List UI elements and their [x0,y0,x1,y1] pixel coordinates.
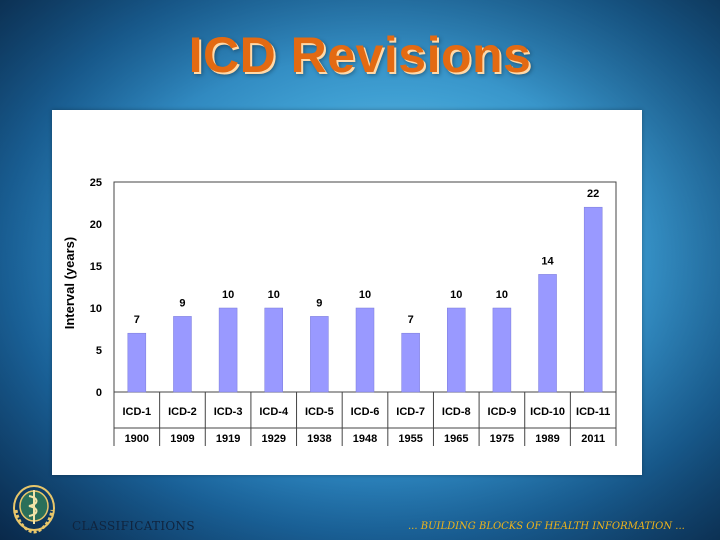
bar [310,316,329,393]
y-axis-label: Interval (years) [62,237,77,330]
year-label: 1919 [216,433,240,445]
y-tick-label: 5 [96,345,102,357]
x-tick-label: ICD-9 [488,406,517,418]
x-tick-label: ICD-7 [396,406,425,418]
year-label: 2011 [581,433,605,445]
bar [401,332,420,393]
bar [127,332,147,393]
footer-classifications: CLASSIFICATIONS [72,519,195,533]
data-label: 9 [316,297,322,309]
footer-tagline: ... BUILDING BLOCKS OF HEALTH INFORMATIO… [408,521,685,532]
data-label: 7 [134,314,140,326]
data-label: 10 [268,289,280,301]
data-label: 14 [541,255,554,267]
y-tick-label: 25 [90,177,102,189]
x-tick-label: ICD-2 [168,406,197,418]
x-tick-label: ICD-8 [442,406,471,418]
who-emblem-icon [13,485,55,534]
bar-chart: 0 5 10 15 20 25 Interval (years) 7 ICD-1 1900 9 ICD… [62,177,617,446]
x-tick-label: ICD-1 [122,406,151,418]
year-label: 1989 [535,433,559,445]
year-label: 1900 [125,433,149,445]
year-label: 1909 [170,433,194,445]
x-tick-label: ICD-6 [351,406,380,418]
data-label: 7 [408,314,414,326]
bar [538,274,557,393]
data-label: 10 [496,289,508,301]
year-label: 1975 [490,433,514,445]
bar [447,307,466,393]
bar [355,307,375,393]
bar [173,316,192,393]
y-tick-label: 0 [96,387,102,399]
bar [264,307,283,393]
data-label: 10 [222,289,234,301]
year-label: 1929 [261,433,285,445]
x-tick-label: ICD-5 [305,406,334,418]
chart-panel: 0 5 10 15 20 25 Interval (years) 7 ICD-1 1900 9 ICD… [52,110,642,475]
bar [583,206,603,393]
x-tick-label: ICD-4 [259,406,289,418]
x-tick-label: ICD-11 [576,406,610,418]
x-tick-label: ICD-10 [530,406,565,418]
year-label: 1955 [398,433,422,445]
year-label: 1948 [353,433,377,445]
bar [492,307,512,393]
bar [218,307,238,393]
data-label: 22 [587,188,599,200]
data-label: 9 [179,297,185,309]
x-tick-label: ICD-3 [214,406,243,418]
year-label: 1965 [444,433,468,445]
y-tick-label: 15 [90,261,102,273]
year-label: 1938 [307,433,331,445]
y-tick-label: 20 [90,219,102,231]
data-label: 10 [450,289,462,301]
y-tick-label: 10 [90,303,102,315]
slide-title: ICD Revisions [188,27,532,83]
data-label: 10 [359,289,371,301]
